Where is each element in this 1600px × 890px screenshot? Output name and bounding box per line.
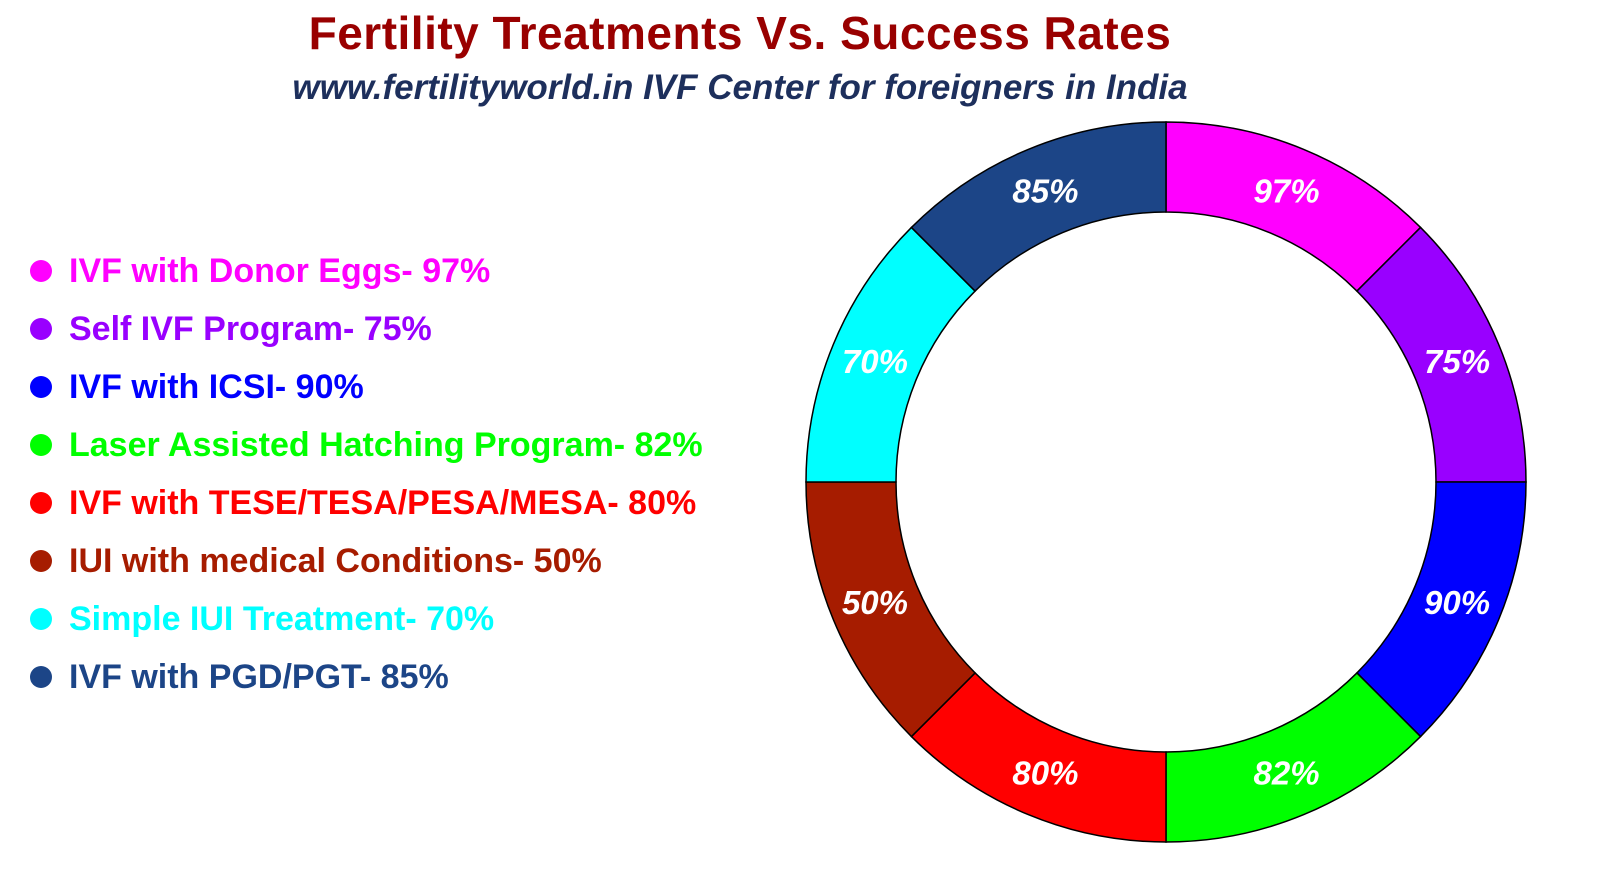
slice-data-label: 97%: [1254, 172, 1320, 209]
legend-item: Self IVF Program- 75%: [30, 300, 703, 358]
slice-data-label: 75%: [1424, 343, 1490, 380]
slice-data-label: 70%: [842, 343, 908, 380]
legend-item: IVF with TESE/TESA/PESA/MESA- 80%: [30, 474, 703, 532]
legend-item: IVF with Donor Eggs- 97%: [30, 242, 703, 300]
legend-item: Laser Assisted Hatching Program- 82%: [30, 416, 703, 474]
legend-item: Simple IUI Treatment- 70%: [30, 590, 703, 648]
legend-dot-icon: [30, 608, 52, 630]
legend-label: Laser Assisted Hatching Program- 82%: [69, 425, 703, 464]
slice-data-label: 80%: [1012, 755, 1078, 792]
legend-label: IUI with medical Conditions- 50%: [69, 541, 602, 580]
legend-label: Simple IUI Treatment- 70%: [69, 599, 495, 638]
legend: IVF with Donor Eggs- 97% Self IVF Program…: [30, 242, 703, 706]
legend-label: IVF with PGD/PGT- 85%: [69, 657, 449, 696]
legend-dot-icon: [30, 376, 52, 398]
legend-label: IVF with ICSI- 90%: [69, 367, 364, 406]
slice-data-label: 50%: [842, 584, 908, 621]
slice-data-label: 90%: [1424, 584, 1490, 621]
donut-slice: [910, 121, 1167, 293]
legend-dot-icon: [30, 318, 52, 340]
slice-data-label: 85%: [1012, 172, 1078, 209]
chart-subtitle: www.fertilityworld.in IVF Center for for…: [292, 68, 1188, 107]
legend-dot-icon: [30, 434, 52, 456]
legend-item: IUI with medical Conditions- 50%: [30, 532, 703, 590]
chart-title: Fertility Treatments Vs. Success Rates: [308, 7, 1172, 59]
legend-dot-icon: [30, 550, 52, 572]
legend-label: IVF with Donor Eggs- 97%: [69, 251, 491, 290]
legend-item: IVF with ICSI- 90%: [30, 358, 703, 416]
legend-label: IVF with TESE/TESA/PESA/MESA- 80%: [69, 483, 697, 522]
legend-label: Self IVF Program- 75%: [69, 309, 432, 348]
legend-dot-icon: [30, 260, 52, 282]
legend-dot-icon: [30, 666, 52, 688]
legend-item: IVF with PGD/PGT- 85%: [30, 648, 703, 706]
legend-dot-icon: [30, 492, 52, 514]
slice-data-label: 82%: [1254, 755, 1320, 792]
